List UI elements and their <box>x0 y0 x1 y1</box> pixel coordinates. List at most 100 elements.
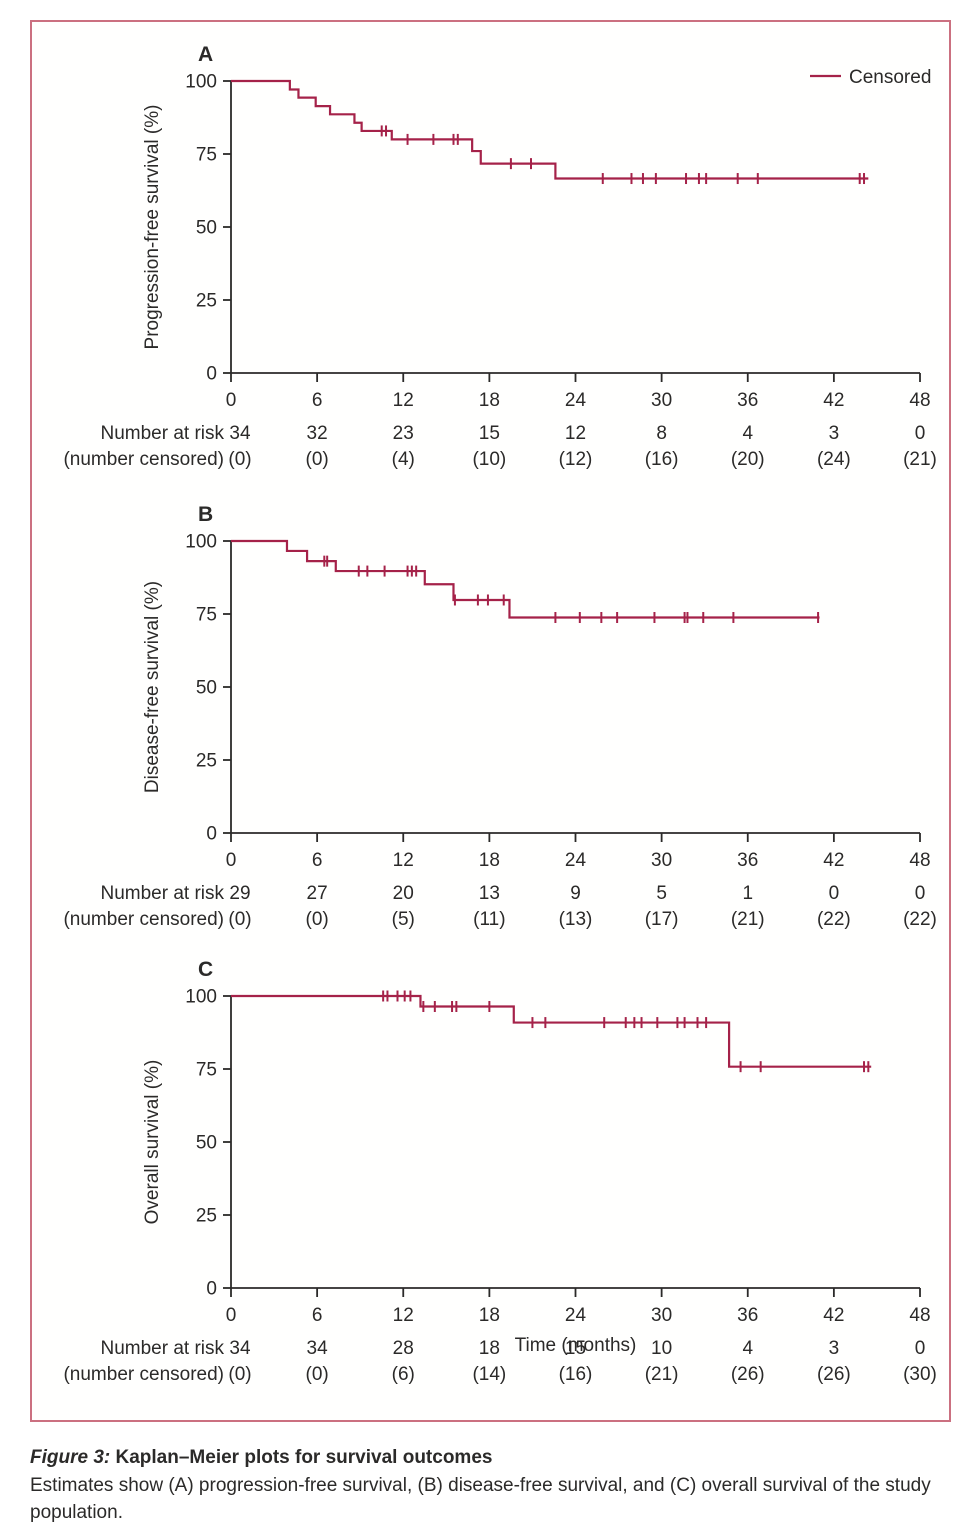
censored-count: (20) <box>731 449 765 470</box>
x-tick-label: 48 <box>909 1305 930 1326</box>
x-tick-label: 0 <box>226 850 237 871</box>
x-tick-label: 6 <box>312 390 323 411</box>
censored-row-label: (number censored) <box>63 909 224 930</box>
y-tick-label: 50 <box>196 678 217 699</box>
x-tick-label: 36 <box>737 1305 758 1326</box>
censored-count: (14) <box>472 1364 506 1385</box>
risk-count: 4 <box>742 1338 753 1359</box>
censored-count: (0) <box>228 449 251 470</box>
y-axis-title: Overall survival (%) <box>142 1060 163 1225</box>
censored-count: (24) <box>817 449 851 470</box>
censored-count: (22) <box>817 909 851 930</box>
risk-count: 0 <box>829 883 840 904</box>
risk-count: 28 <box>393 1338 414 1359</box>
x-tick-label: 12 <box>393 850 414 871</box>
censored-count: (0) <box>228 909 251 930</box>
risk-count: 32 <box>307 423 328 444</box>
risk-count: 8 <box>656 423 667 444</box>
km-curve <box>231 994 872 1068</box>
risk-count: 3 <box>829 1338 840 1359</box>
y-tick-label: 75 <box>196 605 217 626</box>
caption-title: Figure 3: Kaplan–Meier plots for surviva… <box>30 1444 942 1471</box>
y-tick-label: 50 <box>196 218 217 239</box>
risk-count: 10 <box>651 1338 672 1359</box>
risk-count: 0 <box>915 423 926 444</box>
censored-count: (16) <box>645 449 679 470</box>
x-tick-label: 30 <box>651 390 672 411</box>
x-tick-label: 30 <box>651 850 672 871</box>
panel-letter: C <box>198 958 213 981</box>
y-tick-label: 25 <box>196 751 217 772</box>
x-tick-label: 42 <box>823 1305 844 1326</box>
x-tick-label: 0 <box>226 1305 237 1326</box>
risk-count: 27 <box>307 883 328 904</box>
risk-row-label: Number at risk <box>100 1338 224 1359</box>
caption-body: Estimates show (A) progression-free surv… <box>30 1475 931 1523</box>
risk-count: 9 <box>570 883 581 904</box>
risk-count: 13 <box>479 883 500 904</box>
figure-caption: Figure 3: Kaplan–Meier plots for surviva… <box>30 1444 942 1526</box>
y-axis-title: Progression-free survival (%) <box>142 105 163 350</box>
x-tick-label: 18 <box>479 390 500 411</box>
x-tick-label: 24 <box>565 850 587 871</box>
y-tick-label: 100 <box>185 987 217 1008</box>
x-tick-label: 42 <box>823 850 844 871</box>
risk-count: 34 <box>307 1338 329 1359</box>
y-tick-label: 100 <box>185 532 217 553</box>
x-tick-label: 48 <box>909 390 930 411</box>
censored-count: (17) <box>645 909 679 930</box>
y-tick-label: 75 <box>196 1060 217 1081</box>
x-tick-label: 18 <box>479 1305 500 1326</box>
censored-count: (16) <box>559 1364 593 1385</box>
censored-count: (0) <box>306 1364 329 1385</box>
km-curve <box>231 539 820 619</box>
legend-label: Censored <box>849 67 931 88</box>
censored-count: (11) <box>473 909 505 930</box>
x-tick-label: 0 <box>226 390 237 411</box>
censored-count: (5) <box>392 909 415 930</box>
censored-count: (26) <box>817 1364 851 1385</box>
x-axis-title: Time (months) <box>515 1335 637 1356</box>
risk-count: 15 <box>479 423 500 444</box>
caption-title-text: Kaplan–Meier plots for survival outcomes <box>110 1447 493 1468</box>
x-tick-label: 30 <box>651 1305 672 1326</box>
y-tick-label: 0 <box>206 364 217 385</box>
risk-count: 12 <box>565 423 586 444</box>
y-tick-label: 75 <box>196 145 217 166</box>
km-curve <box>231 79 869 180</box>
risk-count: 0 <box>915 883 926 904</box>
risk-count: 29 <box>229 883 250 904</box>
figure-frame <box>30 20 951 1422</box>
risk-count: 4 <box>742 423 753 444</box>
censored-count: (4) <box>392 449 415 470</box>
panel-letter: B <box>198 503 213 526</box>
x-tick-label: 18 <box>479 850 500 871</box>
censored-count: (10) <box>472 449 506 470</box>
censored-count: (21) <box>645 1364 679 1385</box>
censored-row-label: (number censored) <box>63 449 224 470</box>
x-tick-label: 36 <box>737 390 758 411</box>
x-tick-label: 6 <box>312 850 323 871</box>
censored-count: (0) <box>306 449 329 470</box>
censored-count: (26) <box>731 1364 765 1385</box>
censored-count: (0) <box>228 1364 251 1385</box>
y-tick-label: 0 <box>206 1279 217 1300</box>
risk-row-label: Number at risk <box>100 883 224 904</box>
x-tick-label: 36 <box>737 850 758 871</box>
x-tick-label: 42 <box>823 390 844 411</box>
censored-count: (12) <box>559 449 593 470</box>
censored-count: (21) <box>903 449 937 470</box>
x-tick-label: 12 <box>393 390 414 411</box>
x-tick-label: 48 <box>909 850 930 871</box>
panel-a-chart: A Progression-free survival (%) 100 75 50 25 0… <box>63 43 937 470</box>
risk-count: 34 <box>229 423 251 444</box>
risk-count: 20 <box>393 883 414 904</box>
risk-count: 0 <box>915 1338 926 1359</box>
censored-count: (6) <box>392 1364 415 1385</box>
censored-count: (0) <box>306 909 329 930</box>
x-tick-label: 24 <box>565 1305 587 1326</box>
censored-count: (21) <box>731 909 765 930</box>
censored-count: (22) <box>903 909 937 930</box>
